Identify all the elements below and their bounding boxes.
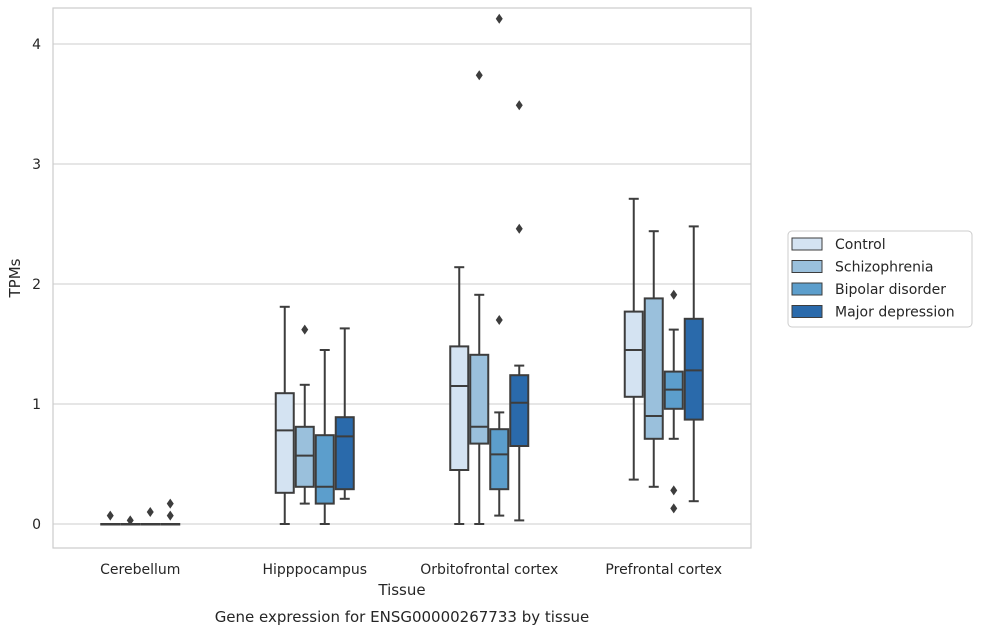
x-tick-label: Orbitofrontal cortex [420,562,558,578]
box-bipolar-disorder [314,349,335,525]
gridlines [53,43,751,525]
x-tick-label: Hipppocampus [262,562,367,578]
legend-swatch [791,260,823,273]
outlier-point [166,498,174,509]
y-axis-ticks: 0 1 2 3 4 [32,37,41,533]
box-iqr [489,428,510,491]
outlier-point [475,70,483,81]
box-major-depression [160,498,181,526]
y-tick-label: 4 [32,37,41,53]
outlier-point [166,510,174,521]
outlier-point [670,503,678,514]
legend-swatch [791,305,823,318]
plot-frame [52,7,752,549]
box-iqr [334,416,355,491]
box-iqr [274,392,295,494]
x-tick-label: Prefrontal cortex [605,562,722,578]
box-control [449,266,470,525]
legend-label: Schizophrenia [835,260,933,276]
outlier-point [126,515,134,526]
box-iqr [314,434,335,505]
box-major-depression [683,225,704,503]
box-iqr [683,317,704,421]
y-tick-label: 0 [32,517,41,533]
y-axis-title: TPMs [6,258,24,298]
outlier-point [301,324,309,335]
box-schizophrenia [120,515,141,526]
box-iqr [469,353,490,445]
box-iqr [643,297,664,440]
box-bipolar-disorder [140,507,161,526]
box-major-depression [334,327,355,500]
chart-caption: Gene expression for ENSG00000267733 by t… [215,608,590,626]
box-schizophrenia [469,70,490,525]
box-bipolar-disorder [489,13,510,517]
box-control [274,305,295,525]
y-tick-label: 3 [32,157,41,173]
legend: Control Schizophrenia Bipolar disorder Majo… [787,230,973,328]
box-iqr [623,310,644,398]
legend-label: Control [835,237,886,253]
legend-frame [787,230,973,328]
box-iqr [449,345,470,471]
legend-label: Major depression [835,305,955,321]
y-tick-label: 1 [32,397,41,413]
x-axis-ticks: Cerebellum Hipppocampus Orbitofrontal cort… [100,562,722,578]
outlier-point [495,13,503,24]
box-iqr [294,425,315,488]
box-control [100,510,121,526]
box-control [623,197,644,481]
box-layer [100,13,704,526]
legend-label: Bipolar disorder [835,282,946,298]
box-iqr [509,374,530,448]
outlier-point [670,289,678,300]
x-tick-label: Cerebellum [100,562,180,578]
box-major-depression [509,100,530,522]
x-axis-title: Tissue [377,581,425,599]
outlier-point [515,223,523,234]
legend-swatch [791,237,823,251]
box-schizophrenia [294,324,315,505]
box-schizophrenia [643,230,664,488]
outlier-point [146,507,154,517]
outlier-point [106,510,114,521]
legend-swatch [791,282,823,296]
outlier-point [495,315,503,325]
outlier-point [515,100,523,111]
y-tick-label: 2 [32,277,41,293]
box-bipolar-disorder [663,289,684,514]
outlier-point [670,485,678,496]
